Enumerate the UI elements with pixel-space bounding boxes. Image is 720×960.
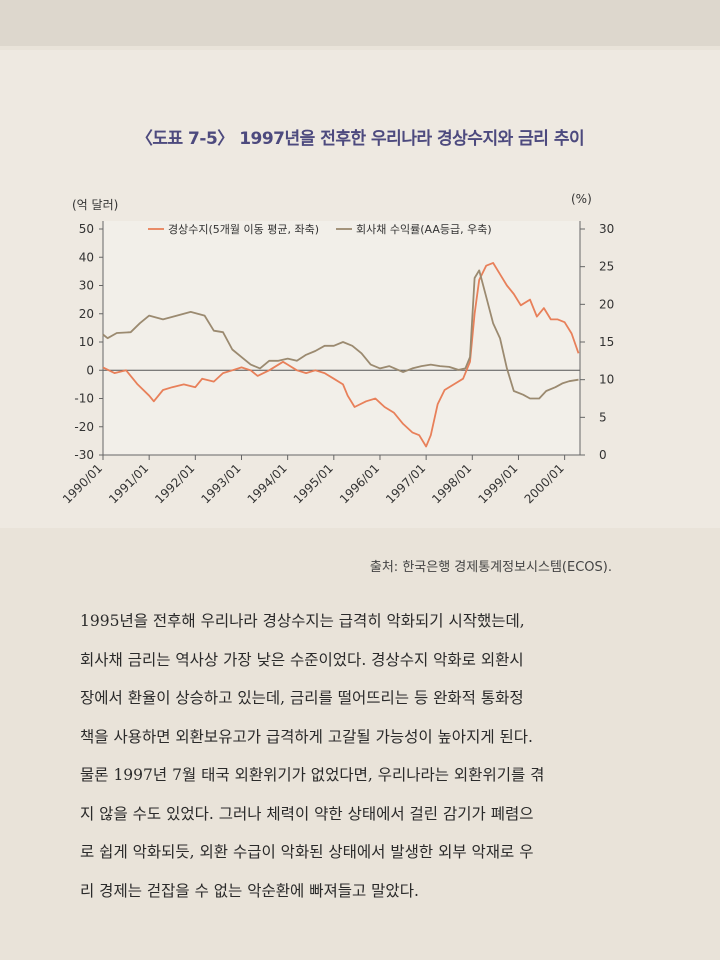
x-tick-label: 1991/01: [106, 461, 151, 506]
left-tick-label: -30: [74, 448, 94, 462]
left-tick-label: 50: [79, 222, 94, 236]
left-tick-label: 30: [79, 279, 94, 293]
body-line: 물론 1997년 7월 태국 외환위기가 없었다면, 우리나라는 외환위기를 겪: [80, 766, 545, 784]
series-line-bond-yield: [102, 269, 579, 400]
left-axis-unit: (억 달러): [72, 198, 118, 212]
figure-title: 〈도표 7-5〉 1997년을 전후한 우리나라 경상수지와 금리 추이: [135, 129, 585, 149]
x-tick-label: 1999/01: [475, 461, 520, 506]
x-tick-label: 1998/01: [429, 461, 474, 506]
body-line: 리 경제는 걷잡을 수 없는 악순환에 빠져들고 말았다.: [80, 881, 419, 900]
body-text: 1995년을 전후해 우리나라 경상수지는 급격히 악화되기 시작했는데, 회사…: [80, 602, 620, 910]
right-tick-label: 15: [599, 335, 614, 349]
right-tick-label: 0: [599, 448, 607, 462]
right-tick-label: 5: [599, 410, 607, 424]
body-line: 로 쉽게 악화되듯, 외환 수급이 악화된 상태에서 발생한 외부 악재로 우: [80, 843, 534, 861]
x-tick-label: 1995/01: [291, 461, 336, 506]
left-tick-label: 20: [79, 307, 94, 321]
left-tick-label: 0: [86, 363, 94, 377]
left-tick-label: 40: [79, 250, 94, 264]
x-tick-label: 1994/01: [245, 461, 290, 506]
body-line: 회사채 금리는 역사상 가장 낮은 수준이었다. 경상수지 악화로 외환시: [80, 650, 524, 669]
x-tick-label: 1996/01: [337, 461, 382, 506]
body-line: 책을 사용하면 외환보유고가 급격하게 고갈될 가능성이 높아지게 된다.: [80, 727, 533, 746]
legend-label: 경상수지(5개월 이동 평균, 좌축): [168, 223, 319, 236]
x-tick-label: 2000/01: [522, 461, 567, 506]
right-tick-label: 30: [599, 222, 614, 236]
x-tick-label: 1990/01: [60, 461, 105, 506]
right-tick-label: 10: [599, 373, 614, 387]
right-tick-label: 20: [599, 297, 614, 311]
body-line: 1995년을 전후해 우리나라 경상수지는 급격히 악화되기 시작했는데,: [80, 612, 525, 630]
body-line: 지 않을 수도 있었다. 그러나 체력이 약한 상태에서 걸린 감기가 폐렴으: [80, 804, 534, 823]
right-axis-unit: (%): [571, 192, 592, 206]
legend-label: 회사채 수익률(AA등급, 우축): [356, 223, 492, 236]
series-line-current-account: [102, 262, 580, 448]
figure-source: 출처: 한국은행 경제통계정보시스템(ECOS).: [369, 560, 612, 575]
body-line: 장에서 환율이 상승하고 있는데, 금리를 떨어뜨리는 등 완화적 통화정: [80, 689, 524, 707]
x-tick-label: 1997/01: [383, 461, 428, 506]
x-tick-label: 1992/01: [152, 461, 197, 506]
page-top-band: [0, 0, 720, 46]
left-tick-label: 10: [79, 335, 94, 349]
right-tick-label: 25: [599, 260, 614, 274]
left-tick-label: -10: [74, 392, 94, 406]
left-tick-label: -20: [74, 420, 94, 434]
x-tick-label: 1993/01: [198, 461, 243, 506]
plot-area: [103, 221, 580, 455]
